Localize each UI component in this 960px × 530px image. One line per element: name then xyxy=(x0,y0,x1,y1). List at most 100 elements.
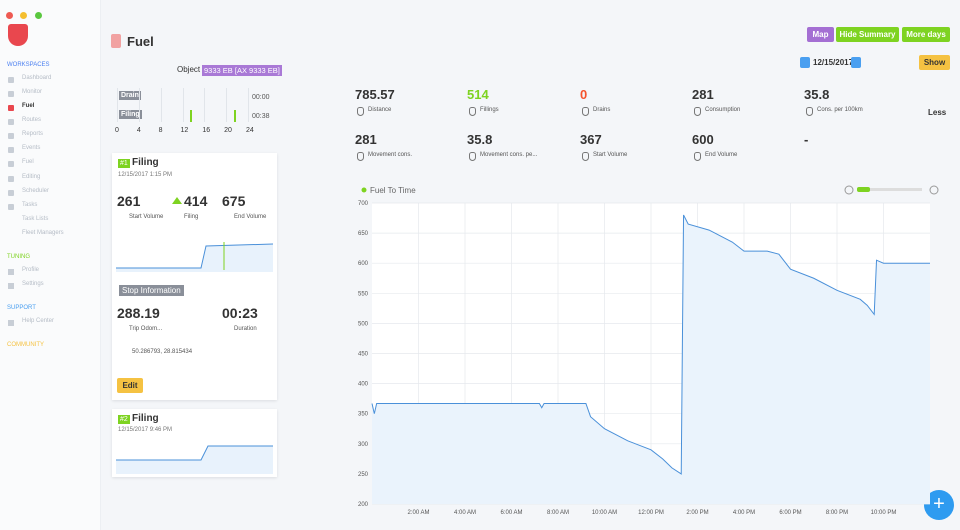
fill-arrow xyxy=(172,197,182,204)
show-button[interactable]: Show xyxy=(919,55,950,70)
nav-item[interactable]: Monitor xyxy=(22,89,43,95)
stat-icon xyxy=(694,152,701,161)
stat-icon xyxy=(582,152,589,161)
nav-item[interactable]: Help Center xyxy=(22,318,55,324)
nav-item[interactable]: Task Lists xyxy=(22,216,49,222)
timeline-tick-label: 4 xyxy=(136,127,141,134)
zoom-in[interactable] xyxy=(929,185,939,195)
timeline-label: Filing xyxy=(119,110,142,119)
timeline-tick-label: 20 xyxy=(224,127,232,134)
nav-item[interactable]: Events xyxy=(22,145,41,151)
nav-item[interactable]: Settings xyxy=(22,281,44,287)
less-button[interactable]: Less xyxy=(928,108,947,117)
sparkline xyxy=(116,442,273,479)
y-tick-label: 350 xyxy=(358,412,369,418)
nav-item[interactable]: Fleet Managers xyxy=(22,230,64,236)
timeline-tick xyxy=(117,88,118,122)
timeline-tick-label: 8 xyxy=(158,127,163,134)
nav-item[interactable]: Fuel xyxy=(22,159,34,165)
event-date: 12/15/2017 9:46 PM xyxy=(118,427,173,433)
timeline-tick xyxy=(138,88,140,122)
header-button[interactable]: More days xyxy=(902,27,950,42)
header-button[interactable]: Hide Summary xyxy=(836,27,899,42)
event-number: #1 xyxy=(118,159,130,168)
nav-item[interactable]: Fuel xyxy=(22,103,35,109)
x-tick-label: 8:00 PM xyxy=(826,510,848,516)
event-number: #2 xyxy=(118,415,130,424)
stop-label: Trip Odom... xyxy=(129,326,163,332)
section-title: SUPPORT xyxy=(7,305,36,311)
stat-icon xyxy=(469,107,476,116)
nav-item[interactable]: Profile xyxy=(22,267,40,273)
x-tick-label: 2:00 PM xyxy=(686,510,708,516)
stat-value: 281 xyxy=(355,132,377,147)
section-title: WORKSPACES xyxy=(7,62,50,68)
timeline-tick-label: 16 xyxy=(202,127,211,134)
nav-item[interactable]: Editing xyxy=(22,174,41,180)
nav-item[interactable]: Scheduler xyxy=(22,188,50,194)
edit-button[interactable]: Edit xyxy=(117,378,143,393)
nav-item[interactable]: Reports xyxy=(22,131,44,137)
stat-icon xyxy=(357,152,364,161)
x-tick-label: 8:00 AM xyxy=(547,510,569,516)
stop-title: Stop Information xyxy=(119,285,184,296)
event-title: Filing xyxy=(132,413,159,424)
stat-value: 514 xyxy=(467,87,489,102)
nav-icon xyxy=(8,176,14,182)
date-prev[interactable] xyxy=(800,57,810,68)
nav-icon xyxy=(8,77,14,83)
stat-value: - xyxy=(804,132,809,147)
stat-label: Consumption xyxy=(705,107,741,113)
timeline-marker xyxy=(234,110,236,122)
timeline-label: Drain xyxy=(119,91,141,100)
coords: 50.286793, 28.815434 xyxy=(132,349,193,355)
y-tick-label: 300 xyxy=(358,442,369,448)
nav-item[interactable]: Routes xyxy=(22,117,42,123)
nav-item[interactable]: Dashboard xyxy=(22,75,52,81)
x-tick-label: 12:00 PM xyxy=(638,510,664,516)
nav-icon xyxy=(8,119,14,125)
stat-value: 600 xyxy=(692,132,714,147)
zoom-slider-fill xyxy=(857,187,870,192)
event-stat-label: Filing xyxy=(184,214,199,220)
title-dot xyxy=(361,187,367,193)
nav-icon xyxy=(8,283,14,289)
object-label: Object xyxy=(177,65,201,74)
stat-label: Movement cons. pe... xyxy=(480,152,538,158)
event-stat-value: 261 xyxy=(117,193,141,209)
x-tick-label: 10:00 PM xyxy=(871,510,897,516)
x-tick-label: 6:00 AM xyxy=(500,510,522,516)
date-next[interactable] xyxy=(851,57,861,68)
zoom-out[interactable] xyxy=(844,185,854,195)
event-stat-value: 675 xyxy=(222,193,246,209)
x-tick-label: 6:00 PM xyxy=(779,510,801,516)
stat-icon xyxy=(582,107,589,116)
nav-item[interactable]: Tasks xyxy=(22,202,38,208)
header-button[interactable]: Map xyxy=(807,27,834,42)
y-tick-label: 650 xyxy=(358,231,369,237)
sparkline-line xyxy=(116,445,273,461)
object-value: 9333 EB [AX 9333 EB] xyxy=(202,65,282,76)
timeline-tick-label: 24 xyxy=(246,127,254,134)
stop-value: 288.19 xyxy=(117,305,160,321)
y-tick-label: 450 xyxy=(358,352,369,358)
nav-icon xyxy=(8,269,14,275)
stat-label: Movement cons. xyxy=(368,152,413,158)
nav-icon xyxy=(8,147,14,153)
x-tick-label: 2:00 AM xyxy=(407,510,429,516)
fuel-icon xyxy=(111,34,121,48)
y-tick-label: 550 xyxy=(358,291,369,297)
fuel-chart: Fuel To Time 200 250 300 350 400 450 500 550 600 6… xyxy=(358,185,939,516)
stat-label: Cons. per 100km xyxy=(817,107,863,113)
date[interactable]: 12/15/2017 xyxy=(813,58,854,67)
stat-label: Start Volume xyxy=(593,152,628,158)
nav-icon xyxy=(8,190,14,196)
sparkline-svg xyxy=(116,445,273,474)
window-controls xyxy=(6,6,42,24)
line xyxy=(371,214,930,475)
timeline-tick-label: 0 xyxy=(115,127,119,134)
stat-icon xyxy=(469,152,476,161)
sparkline-area xyxy=(116,244,273,272)
y-tick-label: 250 xyxy=(358,472,369,478)
